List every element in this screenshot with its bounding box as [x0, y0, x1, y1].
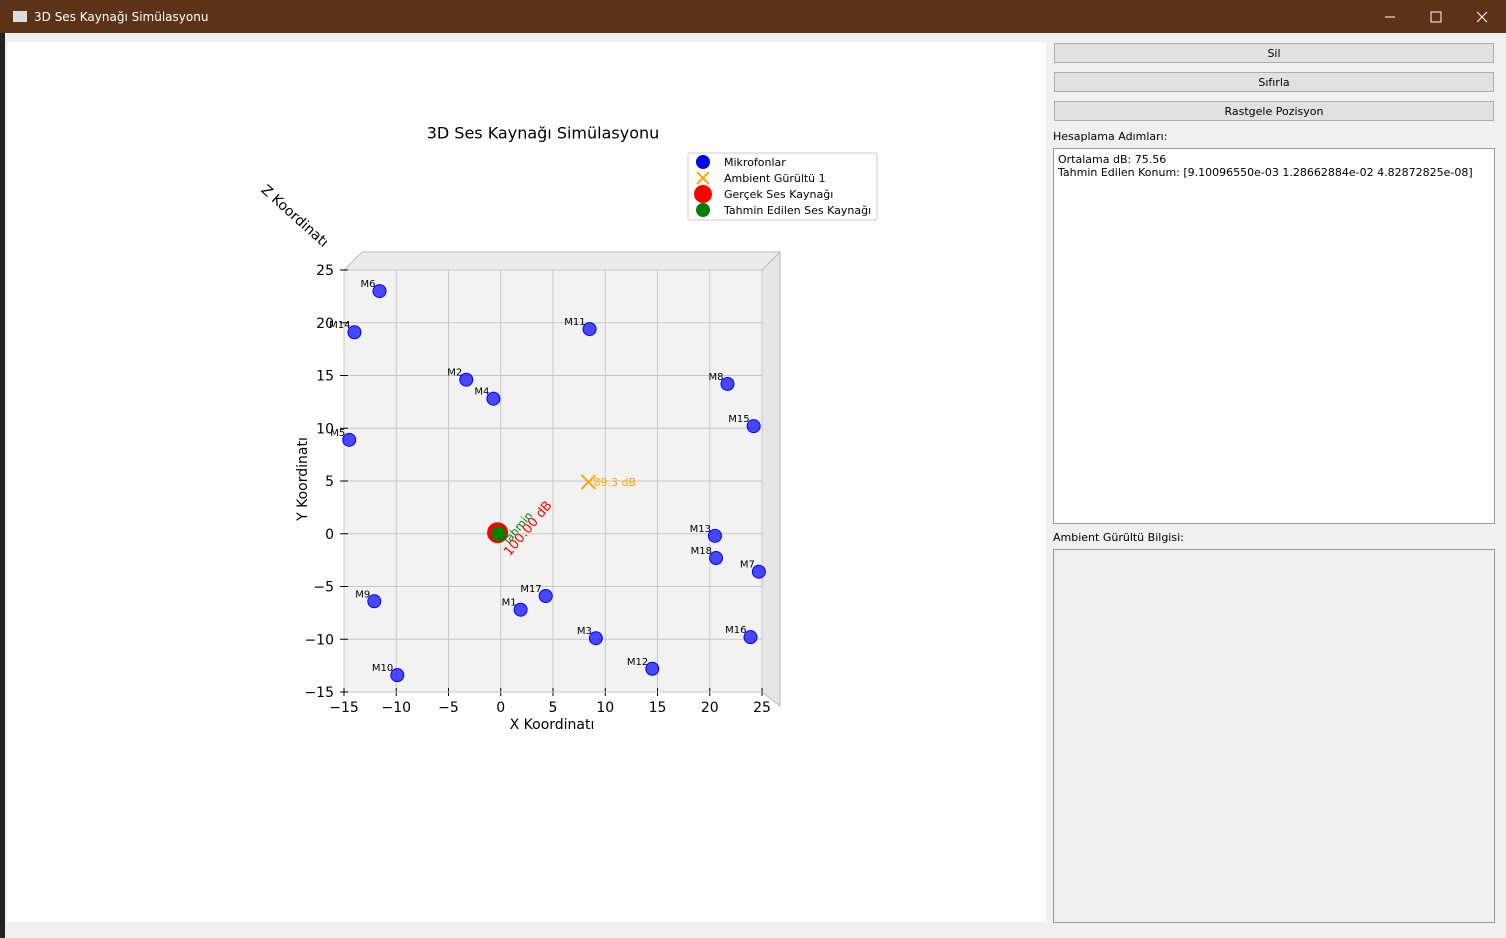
point-label: M12: [627, 657, 648, 668]
legend-box: [687, 152, 878, 221]
legend-label: Ambient Gürültü 1: [724, 172, 826, 185]
y-tick-label: −10: [304, 632, 334, 648]
point: [367, 594, 382, 609]
y-tick-label: 20: [316, 316, 334, 332]
point: [751, 564, 766, 579]
steps-textbox[interactable]: Ortalama dB: 75.56 Tahmin Edilen Konum: …: [1053, 148, 1495, 524]
random-position-button[interactable]: Rastgele Pozisyon: [1054, 101, 1494, 121]
y-tick-label: 0: [325, 527, 334, 543]
y-tick-label: −15: [304, 685, 334, 701]
point: [372, 284, 387, 299]
chart: 3D Ses Kaynağı Simülasyonu X Koordinatı …: [258, 124, 878, 733]
point-label: M3: [577, 626, 592, 637]
legend-marker: [696, 171, 710, 185]
y-tick-label: 5: [325, 474, 334, 490]
ambient-textbox[interactable]: [1053, 549, 1495, 923]
point: [588, 631, 603, 646]
x-tick-label: 5: [549, 700, 558, 716]
point: [347, 325, 362, 340]
x-tick-label: 20: [701, 700, 719, 716]
point-label: M7: [740, 560, 755, 571]
point: [645, 661, 660, 676]
point-label: M11: [564, 317, 585, 328]
legend-label: Mikrofonlar: [724, 156, 786, 169]
point: [486, 391, 501, 406]
x-tick-label: 15: [649, 700, 667, 716]
point: [491, 526, 507, 542]
point: [580, 474, 597, 490]
point: [746, 419, 761, 434]
point-label: M9: [355, 589, 370, 600]
point-label: M18: [691, 546, 712, 557]
legend-marker: [694, 185, 712, 203]
point-label: M6: [361, 279, 376, 290]
window-title: 3D Ses Kaynağı Simülasyonu: [34, 10, 209, 24]
point-label: M16: [725, 625, 746, 636]
point-label: M10: [372, 663, 393, 674]
chart-title: 3D Ses Kaynağı Simülasyonu: [427, 124, 660, 143]
x-tick-label: −10: [381, 700, 411, 716]
steps-line: Ortalama dB: 75.56: [1058, 153, 1167, 166]
title-bar: 3D Ses Kaynağı Simülasyonu: [0, 0, 1506, 33]
ambient-label: Ambient Gürültü Bilgisi:: [1053, 531, 1184, 544]
point-label: M13: [690, 524, 711, 535]
y-tick-label: −5: [313, 580, 334, 596]
z-axis-label: Z Koordinatı: [258, 182, 332, 251]
y-tick-label: 15: [316, 369, 334, 385]
point-label: M4: [474, 387, 489, 398]
point: [538, 588, 553, 603]
x-tick-label: 0: [496, 700, 505, 716]
x-axis-label: X Koordinatı: [510, 717, 595, 733]
point-label: M8: [709, 372, 724, 383]
point-label: M5: [330, 428, 345, 439]
point-label: M1: [502, 598, 517, 609]
legend-label: Tahmin Edilen Ses Kaynağı: [723, 204, 871, 217]
point-label: M2: [447, 368, 462, 379]
background-window: [0, 33, 5, 938]
maximize-button[interactable]: [1430, 11, 1442, 23]
point: [459, 372, 474, 387]
point: [707, 528, 722, 543]
point: [720, 376, 735, 391]
pane-top: [342, 251, 782, 271]
point: [390, 668, 405, 683]
point-label: M15: [728, 414, 749, 425]
window-icons: [13, 11, 1488, 23]
close-button[interactable]: [1476, 11, 1488, 23]
point: [582, 322, 597, 337]
reset-button[interactable]: Sıfırla: [1054, 72, 1494, 92]
y-axis-label: Y Koordinatı: [295, 437, 311, 522]
x-tick-label: 10: [596, 700, 614, 716]
y-tick-label: 25: [316, 263, 334, 279]
delete-button[interactable]: Sil: [1054, 43, 1494, 63]
point-label: M17: [520, 584, 541, 595]
point-label: 89.3 dB: [594, 476, 637, 489]
x-tick-label: −5: [438, 700, 459, 716]
steps-line: Tahmin Edilen Konum: [9.10096550e-03 1.2…: [1058, 166, 1473, 179]
app-icon: [13, 11, 27, 22]
point: [743, 630, 758, 645]
pane-side: [761, 250, 781, 708]
steps-label: Hesaplama Adımları:: [1053, 130, 1168, 143]
legend-marker: [696, 203, 710, 217]
legend-marker: [696, 155, 710, 169]
y-tick-label: 10: [316, 421, 334, 437]
legend-label: Gerçek Ses Kaynağı: [724, 188, 833, 201]
point: [342, 432, 357, 447]
plot-canvas: 3D Ses Kaynağı Simülasyonu X Koordinatı …: [7, 42, 1046, 922]
x-tick-label: 25: [753, 700, 771, 716]
point: [709, 551, 724, 566]
point: [513, 602, 528, 617]
point-label: M14: [329, 320, 350, 331]
x-tick-label: −15: [329, 700, 359, 716]
